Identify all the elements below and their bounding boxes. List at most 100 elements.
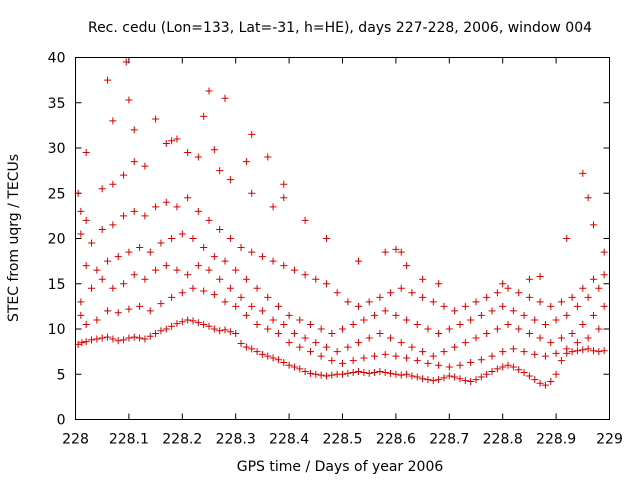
data-point xyxy=(461,377,469,385)
data-point xyxy=(371,311,379,319)
data-point xyxy=(541,320,549,328)
y-tick-label: 15 xyxy=(48,277,66,293)
data-point xyxy=(216,275,224,283)
data-point xyxy=(472,376,480,384)
data-point xyxy=(579,320,587,328)
data-point xyxy=(392,370,400,378)
data-point xyxy=(531,316,539,324)
data-point xyxy=(104,257,112,265)
data-point xyxy=(120,336,128,344)
data-point xyxy=(104,307,112,315)
data-point xyxy=(568,330,576,338)
data-point xyxy=(541,381,549,389)
data-point xyxy=(595,284,603,292)
data-point xyxy=(74,189,82,197)
data-point xyxy=(258,253,266,261)
data-point xyxy=(264,352,272,360)
data-point xyxy=(184,149,192,157)
data-point xyxy=(557,334,565,342)
data-point xyxy=(547,377,555,385)
data-point xyxy=(109,180,117,188)
data-point xyxy=(344,343,352,351)
data-point xyxy=(77,230,85,238)
data-point xyxy=(440,302,448,310)
data-point xyxy=(419,348,427,356)
data-point xyxy=(541,352,549,360)
data-point xyxy=(253,348,261,356)
data-point xyxy=(82,320,90,328)
data-point xyxy=(536,298,544,306)
data-point xyxy=(269,203,277,211)
data-point xyxy=(355,368,363,376)
data-point xyxy=(397,284,405,292)
data-point xyxy=(194,319,202,327)
data-point xyxy=(322,372,330,380)
x-tick-labels: 228 228.1 228.2 228.3 228.4 228.5 228.6 228.7 22… xyxy=(62,432,623,448)
data-point xyxy=(189,235,197,242)
data-point xyxy=(451,307,459,315)
data-point xyxy=(280,180,288,188)
data-point xyxy=(157,239,165,247)
data-point xyxy=(589,347,597,355)
data-point xyxy=(125,305,133,313)
data-point xyxy=(467,358,475,366)
data-point xyxy=(290,266,298,274)
data-point xyxy=(371,368,379,376)
data-point xyxy=(221,257,229,265)
data-point xyxy=(274,330,282,338)
data-point xyxy=(525,372,533,380)
data-point xyxy=(387,369,395,377)
data-point xyxy=(328,371,336,379)
data-point xyxy=(413,357,421,365)
data-point xyxy=(536,273,544,281)
data-point xyxy=(253,320,261,328)
data-point xyxy=(344,298,352,306)
data-point xyxy=(205,322,213,330)
data-point xyxy=(397,248,405,256)
data-point xyxy=(472,298,480,306)
data-point xyxy=(157,327,165,335)
data-point xyxy=(269,316,277,324)
data-point xyxy=(109,335,117,343)
data-point xyxy=(200,112,208,120)
data-point xyxy=(333,289,341,297)
data-point xyxy=(573,347,581,355)
data-point xyxy=(205,266,213,274)
data-point xyxy=(104,76,112,84)
data-point xyxy=(563,235,571,242)
data-point xyxy=(157,300,165,308)
data-point xyxy=(403,316,411,324)
data-point xyxy=(173,320,181,328)
data-point xyxy=(82,216,90,224)
data-point xyxy=(232,330,240,338)
data-point xyxy=(226,176,234,184)
data-point xyxy=(162,262,170,270)
data-point xyxy=(125,334,133,342)
y-axis-label: STEC from uqrg / TECUs xyxy=(6,154,22,322)
data-point xyxy=(451,343,459,351)
data-point xyxy=(360,368,368,376)
data-point xyxy=(429,352,437,360)
data-point xyxy=(194,207,202,215)
data-point xyxy=(269,354,277,362)
data-point xyxy=(178,230,186,238)
y-tick-labels: 0 5 10 15 20 25 30 35 40 xyxy=(48,51,66,429)
data-point xyxy=(328,330,336,338)
data-point xyxy=(355,257,363,265)
data-point xyxy=(178,318,186,326)
data-point xyxy=(322,235,330,242)
data-point xyxy=(82,338,90,346)
data-point xyxy=(306,320,314,328)
data-point xyxy=(360,354,368,362)
x-tick-label: 228.6 xyxy=(376,432,416,448)
data-point xyxy=(77,311,85,319)
data-point xyxy=(445,363,453,371)
data-point xyxy=(445,325,453,333)
data-point xyxy=(168,137,176,145)
data-point xyxy=(242,158,250,166)
data-point xyxy=(403,370,411,378)
data-point xyxy=(488,307,496,315)
data-point xyxy=(173,135,181,143)
data-point xyxy=(173,203,181,211)
data-point xyxy=(504,361,512,369)
